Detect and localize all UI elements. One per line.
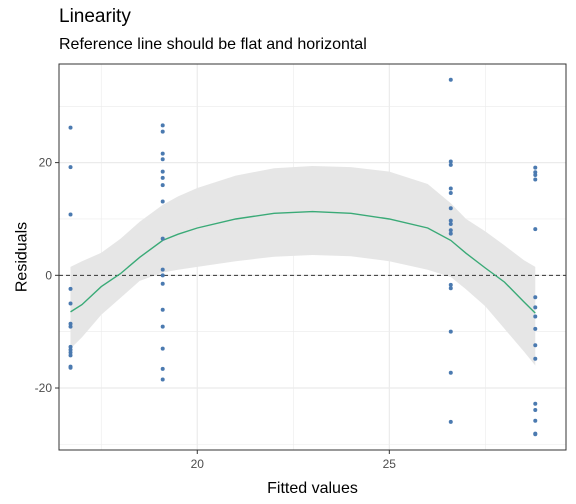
x-axis-title: Fitted values [267,480,358,497]
y-axis-title: Residuals [14,222,31,292]
data-point [448,370,453,375]
data-point [448,419,453,424]
data-point [68,353,73,358]
data-point [448,186,453,191]
data-point [68,212,73,217]
points-layer [68,77,538,437]
data-point [160,281,165,286]
data-point [160,366,165,371]
data-point [68,321,73,326]
data-point [160,151,165,156]
data-point [160,377,165,382]
data-point [160,307,165,312]
panel-border [58,63,567,451]
data-point [160,169,165,174]
data-point [68,347,73,352]
data-point [533,170,538,175]
data-point [533,407,538,412]
data-point [160,175,165,180]
data-point [533,165,538,170]
data-point [448,77,453,82]
data-point [448,222,453,227]
y-tick-label: 0 [45,268,52,282]
data-point [448,159,453,164]
data-point [160,129,165,134]
data-point [68,344,73,349]
data-point [448,228,453,233]
data-point [448,282,453,287]
data-point [160,183,165,188]
data-point [533,326,538,331]
data-point [68,324,73,329]
data-point [160,236,165,241]
data-point [533,343,538,348]
data-point [160,267,165,272]
data-point [68,125,73,130]
y-tick-label: -20 [35,381,53,395]
data-point [533,227,538,232]
confidence-band [70,166,536,366]
data-point [160,157,165,162]
data-point [448,329,453,334]
data-point [160,324,165,329]
data-point [533,305,538,310]
data-point [533,432,538,437]
data-point [448,162,453,167]
axis-layer: 20 25 -20 0 20 [35,156,397,471]
data-point [68,165,73,170]
data-point [533,295,538,300]
x-tick-label: 25 [383,457,397,471]
x-tick-label: 20 [191,457,205,471]
data-point [533,314,538,319]
data-point [160,346,165,351]
chart-title: Linearity [59,6,131,27]
data-point [160,123,165,128]
smooth-line [70,210,536,314]
data-point [533,177,538,182]
smooth-line-layer [70,210,536,314]
y-tick-label: 20 [39,156,53,170]
data-point [533,401,538,406]
data-point [68,301,73,306]
chart-subtitle: Reference line should be flat and horizo… [59,36,367,53]
data-point [448,231,453,236]
data-point [448,218,453,223]
data-point [68,365,73,370]
data-point [448,286,453,291]
data-point [448,191,453,196]
data-point [533,418,538,423]
data-point [68,286,73,291]
data-point [68,350,73,355]
data-point [160,273,165,278]
data-point [533,173,538,178]
data-point [160,199,165,204]
confidence-band-layer [70,166,536,366]
data-point [448,206,453,211]
data-point [533,356,538,361]
